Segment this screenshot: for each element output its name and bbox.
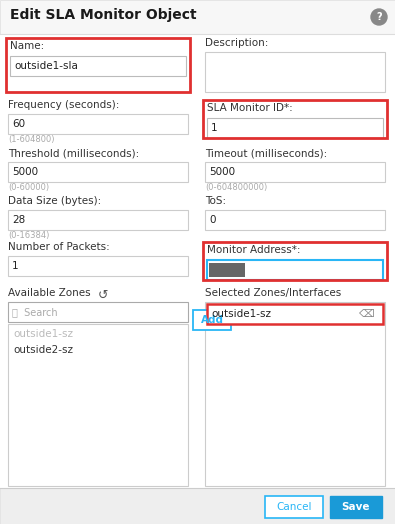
Text: outside1-sla: outside1-sla <box>14 61 78 71</box>
Text: 1: 1 <box>12 261 19 271</box>
Bar <box>0 0 395 34</box>
Bar <box>265 496 323 518</box>
Text: 60: 60 <box>12 119 25 129</box>
Text: 5000: 5000 <box>12 167 38 177</box>
Text: (0-604800000): (0-604800000) <box>205 183 267 192</box>
Text: ?: ? <box>376 12 382 22</box>
Text: Timeout (milliseconds):: Timeout (milliseconds): <box>205 148 327 158</box>
Text: Cancel: Cancel <box>276 502 312 512</box>
Text: (1-604800): (1-604800) <box>8 135 55 144</box>
Text: 28: 28 <box>12 215 25 225</box>
Text: Description:: Description: <box>205 38 268 48</box>
Bar <box>209 263 245 277</box>
Text: outside1-sz: outside1-sz <box>211 309 271 319</box>
Bar <box>8 162 188 182</box>
Bar <box>6 38 190 92</box>
Bar <box>330 496 382 518</box>
Text: Selected Zones/Interfaces: Selected Zones/Interfaces <box>205 288 341 298</box>
Circle shape <box>371 9 387 25</box>
Text: Number of Packets:: Number of Packets: <box>8 242 110 252</box>
Bar <box>203 100 387 138</box>
Text: (0-60000): (0-60000) <box>8 183 49 192</box>
Text: Save: Save <box>342 502 370 512</box>
Bar <box>205 52 385 92</box>
Text: ↺: ↺ <box>98 289 109 302</box>
Text: outside1-sz: outside1-sz <box>13 329 73 339</box>
Bar <box>8 114 188 134</box>
Bar <box>207 118 383 138</box>
Text: Data Size (bytes):: Data Size (bytes): <box>8 196 101 206</box>
Bar <box>205 302 385 486</box>
Text: Frequency (seconds):: Frequency (seconds): <box>8 100 119 110</box>
Text: 5000: 5000 <box>209 167 235 177</box>
Text: Monitor Address*:: Monitor Address*: <box>207 245 301 255</box>
Bar <box>10 56 186 76</box>
Text: Edit SLA Monitor Object: Edit SLA Monitor Object <box>10 8 197 22</box>
Text: SLA Monitor ID*:: SLA Monitor ID*: <box>207 103 293 113</box>
Bar <box>8 324 188 486</box>
Bar <box>8 210 188 230</box>
Bar <box>207 304 383 324</box>
Text: ⌫: ⌫ <box>359 309 375 319</box>
Text: Name:: Name: <box>10 41 44 51</box>
Text: Add: Add <box>201 315 224 325</box>
Bar <box>8 256 188 276</box>
Bar <box>207 260 383 280</box>
Text: ToS:: ToS: <box>205 196 226 206</box>
Bar <box>0 488 395 524</box>
Bar <box>205 162 385 182</box>
Text: 1: 1 <box>211 123 218 133</box>
Text: (0-16384): (0-16384) <box>8 231 49 240</box>
Text: Threshold (milliseconds):: Threshold (milliseconds): <box>8 148 139 158</box>
Text: Available Zones: Available Zones <box>8 288 90 298</box>
Bar <box>193 310 231 330</box>
Text: 0: 0 <box>209 215 216 225</box>
Bar <box>8 302 188 322</box>
Bar <box>203 242 387 280</box>
Text: outside2-sz: outside2-sz <box>13 345 73 355</box>
Text: 🔍  Search: 🔍 Search <box>12 307 58 317</box>
Bar <box>205 210 385 230</box>
